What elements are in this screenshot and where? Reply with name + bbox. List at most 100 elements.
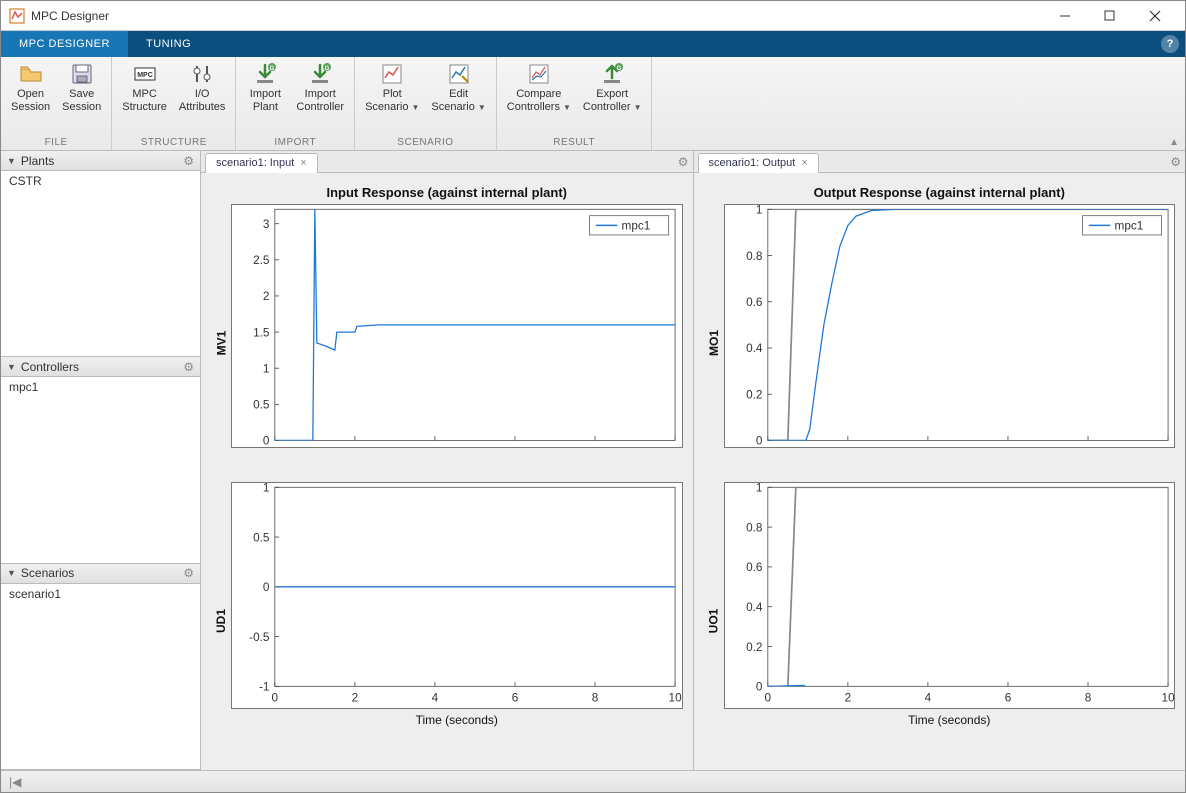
dropdown-caret-icon: ▼ [412, 103, 420, 112]
svg-text:0: 0 [755, 681, 762, 694]
svg-text:1: 1 [755, 482, 762, 495]
chart-plot: -1-0.500.510246810 [231, 482, 683, 709]
svg-text:2: 2 [844, 691, 851, 704]
gear-icon[interactable]: ⚙ [1170, 155, 1181, 169]
pager-prev-button[interactable]: |◀ [9, 775, 21, 789]
svg-text:2: 2 [263, 290, 270, 303]
mpc-structure-button[interactable]: MPCMPC Structure [116, 60, 173, 133]
export-controller-button[interactable]: G Export Controller▼ [577, 60, 648, 133]
close-icon[interactable]: × [300, 157, 306, 169]
svg-text:0: 0 [755, 435, 762, 448]
edit-scenario-button[interactable]: Edit Scenario▼ [425, 60, 491, 133]
panel-header-scenarios[interactable]: ▼ Scenarios ⚙ [1, 564, 200, 584]
svg-text:G: G [325, 66, 330, 72]
svg-text:0.2: 0.2 [746, 388, 762, 401]
titlebar: MPC Designer [1, 1, 1185, 31]
svg-text:4: 4 [924, 691, 931, 704]
close-button[interactable] [1132, 2, 1177, 30]
svg-text:0.2: 0.2 [746, 641, 762, 654]
svg-text:0.4: 0.4 [746, 342, 763, 355]
toolstrip: Open Session Save Session FILE MPCMPC Struc… [1, 57, 1185, 151]
import-down-icon: G [253, 62, 277, 86]
panel-header-plants[interactable]: ▼Plants⚙ [1, 151, 200, 171]
svg-text:10: 10 [1161, 691, 1175, 704]
compare-controllers-button[interactable]: Compare Controllers▼ [501, 60, 577, 133]
import-plant-button[interactable]: G Import Plant [240, 60, 290, 133]
svg-text:6: 6 [1004, 691, 1011, 704]
svg-text:0.5: 0.5 [253, 399, 270, 412]
x-axis-label: Time (seconds) [724, 709, 1176, 729]
svg-text:8: 8 [592, 691, 599, 704]
toolstrip-button-label: Compare Controllers▼ [507, 88, 571, 113]
toolstrip-button-label: Open Session [11, 88, 50, 113]
main-area: ▼Plants⚙CSTR▼Controllers⚙mpc1▼Scenarios⚙… [1, 151, 1185, 770]
svg-text:0.6: 0.6 [746, 296, 763, 309]
chart-title: Input Response (against internal plant) [211, 185, 683, 200]
close-icon[interactable]: × [801, 157, 807, 169]
svg-text:MPC: MPC [137, 72, 153, 79]
svg-text:0.6: 0.6 [746, 561, 763, 574]
caret-down-icon: ▼ [7, 568, 16, 578]
i/o-attributes-button[interactable]: I/O Attributes [173, 60, 231, 133]
maximize-button[interactable] [1087, 2, 1132, 30]
svg-text:mpc1: mpc1 [1114, 220, 1143, 233]
save-icon [70, 62, 94, 86]
svg-text:0: 0 [263, 581, 270, 594]
tab-tuning[interactable]: TUNING [128, 31, 209, 57]
open-session-button[interactable]: Open Session [5, 60, 56, 133]
svg-text:0.4: 0.4 [746, 601, 763, 614]
y-axis-label: MV1 [214, 331, 228, 356]
statusbar: |◀ [1, 770, 1185, 792]
svg-text:2.5: 2.5 [253, 254, 270, 267]
export-icon: G [600, 62, 624, 86]
toolstrip-button-label: I/O Attributes [179, 88, 225, 113]
app-icon [9, 8, 25, 24]
minimize-button[interactable] [1042, 2, 1087, 30]
svg-text:6: 6 [512, 691, 519, 704]
svg-text:1: 1 [263, 362, 270, 375]
caret-down-icon: ▼ [7, 156, 16, 166]
svg-text:8: 8 [1084, 691, 1091, 704]
list-item[interactable]: CSTR [1, 171, 200, 191]
toolstrip-button-label: Import Plant [250, 88, 281, 113]
gear-icon[interactable]: ⚙ [183, 566, 194, 580]
toolstrip-button-label: Save Session [62, 88, 101, 113]
svg-text:G: G [617, 66, 622, 72]
svg-text:mpc1: mpc1 [622, 220, 651, 233]
help-button[interactable]: ? [1155, 31, 1185, 57]
y-axis-label: MO1 [707, 330, 721, 356]
collapse-toolstrip-button[interactable]: ▲ [1169, 137, 1179, 148]
compare-icon [527, 62, 551, 86]
import-down-icon: G [308, 62, 332, 86]
scenario-tab[interactable]: scenario1: Output× [698, 153, 819, 173]
svg-text:10: 10 [669, 691, 683, 704]
save-session-button[interactable]: Save Session [56, 60, 107, 133]
plot-scenario-button[interactable]: Plot Scenario▼ [359, 60, 425, 133]
dropdown-caret-icon: ▼ [478, 103, 486, 112]
panel-header-controllers[interactable]: ▼Controllers⚙ [1, 357, 200, 377]
toolstrip-button-label: Export Controller▼ [583, 88, 642, 113]
tab-mpc-designer[interactable]: MPC DESIGNER [1, 31, 128, 57]
toolstrip-button-label: Plot Scenario▼ [365, 88, 419, 113]
mpc-icon: MPC [133, 62, 157, 86]
gear-icon[interactable]: ⚙ [183, 154, 194, 168]
scenario-tab[interactable]: scenario1: Input× [205, 153, 318, 173]
svg-text:G: G [270, 66, 275, 72]
dropdown-caret-icon: ▼ [634, 103, 642, 112]
toolstrip-group-label: STRUCTURE [112, 136, 235, 150]
dropdown-caret-icon: ▼ [563, 103, 571, 112]
svg-text:0: 0 [764, 691, 771, 704]
svg-text:0.5: 0.5 [253, 531, 270, 544]
svg-text:0: 0 [263, 435, 270, 448]
panel-title: Scenarios [21, 566, 74, 580]
toolstrip-button-label: Edit Scenario▼ [431, 88, 485, 113]
gear-icon[interactable]: ⚙ [678, 155, 689, 169]
import-controller-button[interactable]: GImport Controller [290, 60, 350, 133]
svg-text:-1: -1 [259, 681, 269, 694]
list-item[interactable]: mpc1 [1, 377, 200, 397]
toolstrip-group-label: FILE [1, 136, 111, 150]
svg-text:1.5: 1.5 [253, 326, 270, 339]
svg-text:2: 2 [352, 691, 359, 704]
gear-icon[interactable]: ⚙ [183, 360, 194, 374]
list-item[interactable]: scenario1 [1, 584, 200, 604]
